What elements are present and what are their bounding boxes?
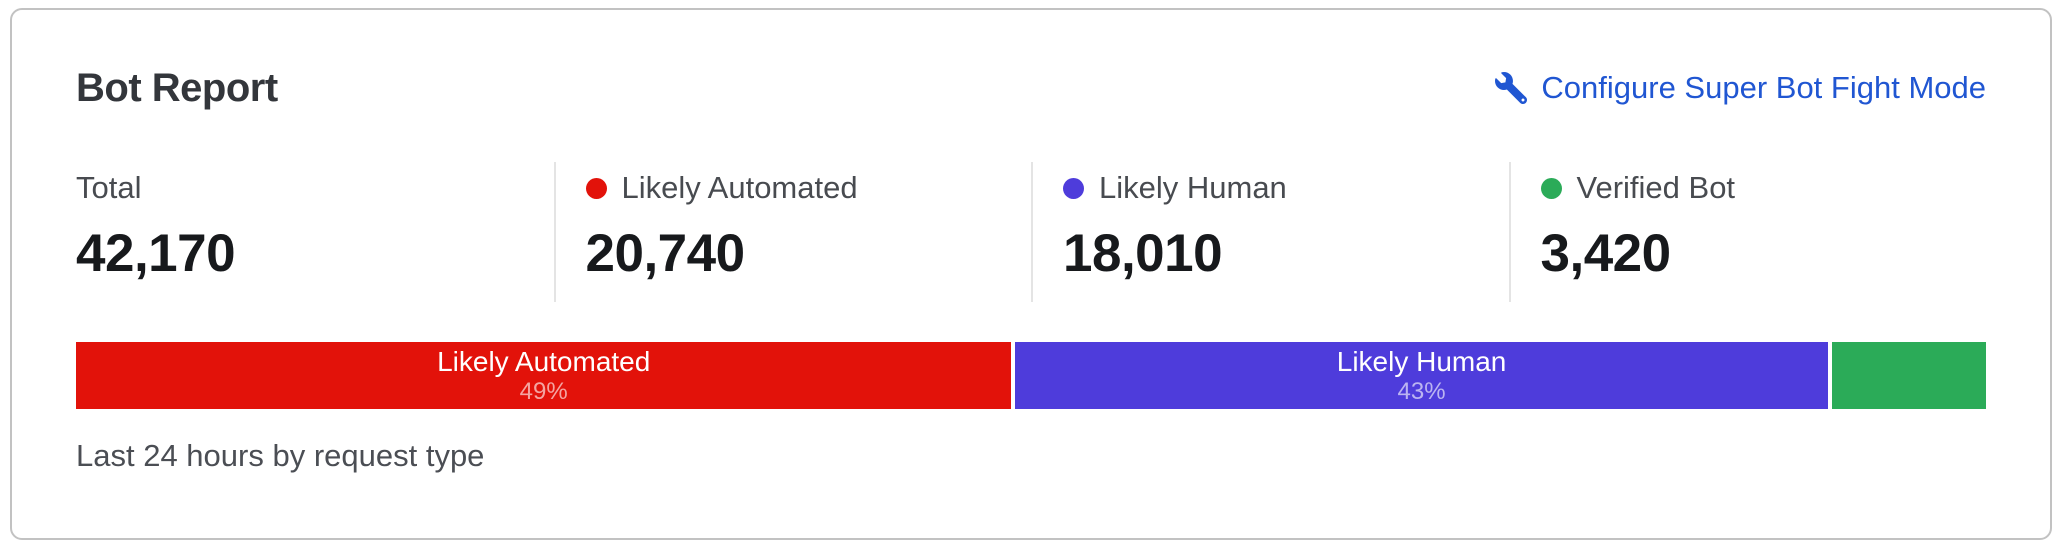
- stat-total: Total 42,170: [76, 162, 554, 302]
- stat-likely-human-header: Likely Human: [1063, 168, 1509, 208]
- stat-total-value: 42,170: [76, 224, 236, 283]
- bar-segment-likely-human: Likely Human 43%: [1015, 342, 1828, 409]
- configure-link-label: Configure Super Bot Fight Mode: [1541, 70, 1986, 105]
- bot-distribution-stacked-bar: Likely Automated 49% Likely Human 43%: [76, 342, 1986, 409]
- configure-super-bot-fight-mode-link[interactable]: Configure Super Bot Fight Mode: [1495, 60, 1986, 116]
- bar-segment-likely-automated-percent: 49%: [519, 378, 568, 405]
- card-header: Bot Report Configure Super Bot Fight Mod…: [76, 60, 1986, 116]
- stat-likely-automated-value: 20,740: [585, 224, 746, 283]
- stat-verified-bot-value: 3,420: [1540, 224, 1672, 283]
- wrench-icon: [1495, 72, 1528, 104]
- verified-bot-dot-icon: [1540, 177, 1562, 199]
- likely-human-dot-icon: [1063, 177, 1084, 199]
- stat-likely-automated: Likely Automated 20,740: [553, 162, 1032, 302]
- stat-total-label: Total: [76, 170, 142, 205]
- bot-report-card: Bot Report Configure Super Bot Fight Mod…: [10, 8, 2052, 540]
- bar-segment-likely-human-percent: 43%: [1397, 378, 1446, 405]
- stat-likely-human: Likely Human 18,010: [1031, 162, 1509, 302]
- stat-likely-human-value: 18,010: [1063, 224, 1223, 283]
- stat-likely-automated-header: Likely Automated: [585, 168, 1032, 208]
- page-title: Bot Report: [76, 66, 278, 110]
- stat-verified-bot-header: Verified Bot: [1540, 168, 1987, 208]
- bar-segment-likely-automated-label: Likely Automated: [437, 346, 651, 377]
- stats-row: Total 42,170 Likely Automated 20,740 Lik…: [76, 162, 1986, 302]
- bar-segment-likely-automated: Likely Automated 49%: [76, 342, 1012, 409]
- bar-segment-likely-human-label: Likely Human: [1336, 346, 1507, 377]
- bar-segment-verified-bot: [1831, 342, 1986, 409]
- stat-total-header: Total: [76, 168, 554, 208]
- time-range-note: Last 24 hours by request type: [76, 438, 485, 473]
- stat-verified-bot: Verified Bot 3,420: [1508, 162, 1987, 302]
- likely-automated-dot-icon: [585, 177, 607, 199]
- stat-likely-automated-label: Likely Automated: [621, 170, 858, 205]
- stat-verified-bot-label: Verified Bot: [1576, 170, 1736, 205]
- stat-likely-human-label: Likely Human: [1099, 170, 1287, 205]
